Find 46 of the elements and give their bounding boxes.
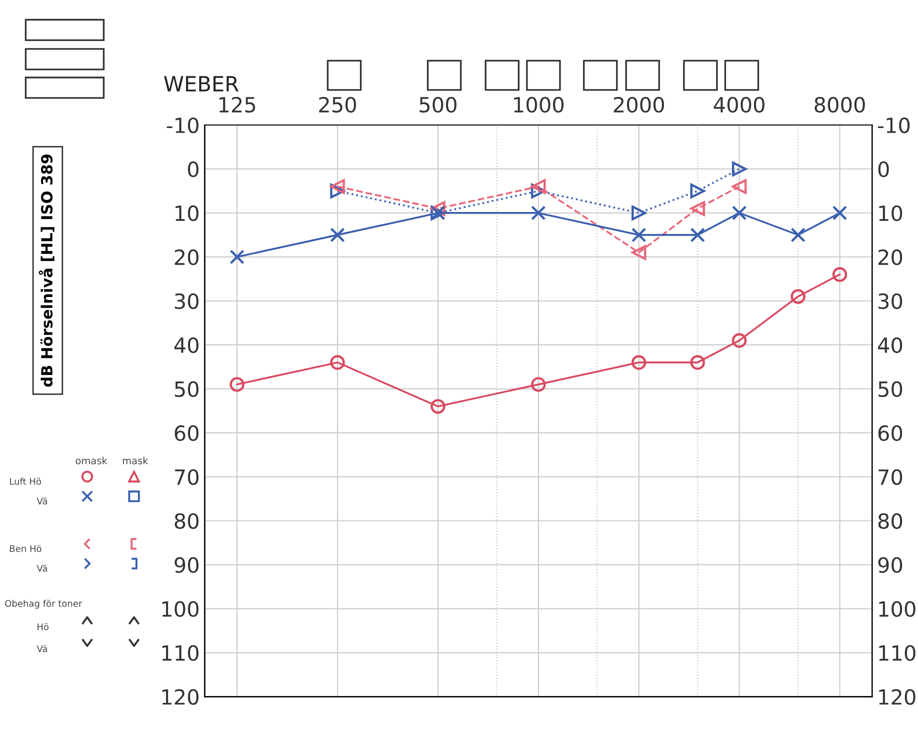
- y-tick-label: 50: [174, 381, 198, 398]
- y2-tick-label: 10: [879, 205, 902, 222]
- text: dB Hörselnivå [HL] ISO 389: [38, 154, 54, 387]
- text: Vä: [36, 498, 47, 505]
- y2-tick-label: 30: [878, 293, 902, 310]
- y2-tick-label: 20: [878, 249, 902, 266]
- y-tick-label: 10: [176, 205, 198, 222]
- y-tick-label: 110: [162, 645, 198, 661]
- text: Hö: [38, 623, 49, 630]
- y2-tick-label: 80: [878, 513, 902, 529]
- text: Obehag för toner: [5, 600, 82, 609]
- text: Luft Hö: [10, 478, 42, 485]
- y2-tick-label: 110: [879, 645, 916, 661]
- text: Vä: [36, 564, 47, 572]
- x-tick-label: 500: [420, 96, 456, 113]
- x-tick-label: 125: [219, 96, 256, 113]
- text: mask: [122, 456, 148, 464]
- text: WEBER: [164, 76, 238, 92]
- y-tick-label: 90: [174, 557, 198, 573]
- y-tick-label: 0: [188, 161, 198, 178]
- x-tick-label: 1000: [514, 96, 564, 113]
- y2-tick-label: 40: [878, 337, 902, 354]
- y2-tick-label: 0: [878, 161, 889, 178]
- x-tick-label: 250: [319, 96, 356, 113]
- y2-tick-label: 100: [879, 601, 916, 617]
- y-tick-label: 80: [174, 513, 198, 529]
- text: omask: [76, 456, 108, 464]
- y-tick-label: 40: [174, 337, 198, 354]
- x-tick-label: 8000: [814, 96, 865, 113]
- y2-tick-label: 90: [878, 557, 902, 573]
- y-tick-label: 120: [162, 689, 198, 705]
- y-tick-label: 60: [174, 425, 198, 442]
- y2-tick-label: 120: [879, 689, 916, 705]
- y-tick-label: -10: [166, 117, 198, 134]
- text: Vä: [36, 645, 47, 652]
- text: Ben Hö: [10, 545, 42, 552]
- x-tick-label: 2000: [614, 96, 664, 113]
- y-tick-label: 100: [162, 601, 198, 617]
- y-tick-label: 30: [174, 293, 198, 310]
- y2-tick-label: 60: [878, 425, 902, 442]
- y2-tick-label: -10: [878, 117, 910, 134]
- y-tick-label: 70: [175, 469, 198, 485]
- y-tick-label: 20: [174, 249, 198, 266]
- y2-tick-label: 50: [878, 381, 902, 398]
- y2-tick-label: 70: [878, 469, 902, 485]
- x-tick-label: 4000: [714, 96, 764, 113]
